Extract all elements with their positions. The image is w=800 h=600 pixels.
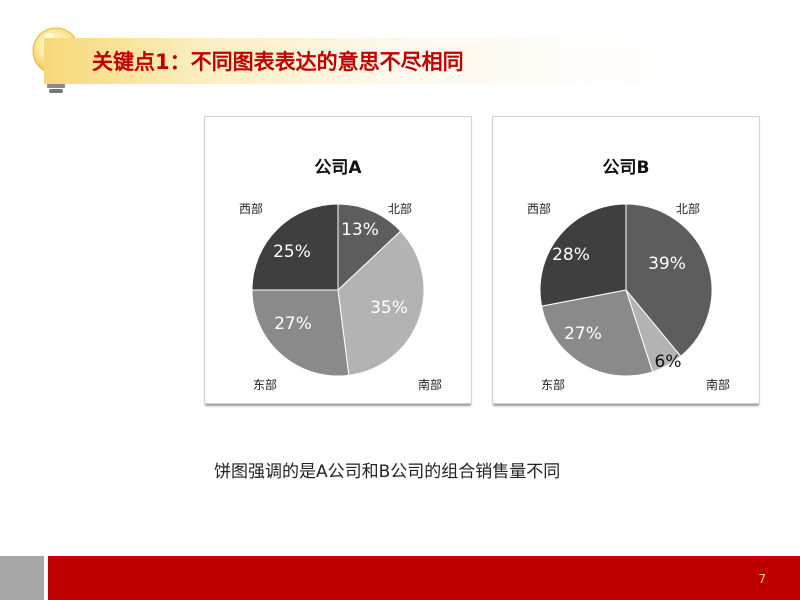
data-label: 6% — [655, 352, 682, 372]
chart-company-a: 公司A 13% 35% 27% 25% 北部南部 东部 西部 — [204, 116, 472, 404]
footer-gray-block — [0, 556, 44, 600]
title-highlight-band — [44, 38, 664, 84]
category-label: 南部 — [418, 377, 442, 392]
data-label: 39% — [648, 254, 686, 274]
category-label: 北部 — [388, 201, 412, 216]
data-label: 25% — [273, 242, 311, 262]
data-label: 35% — [370, 298, 408, 318]
pie-slice — [251, 203, 339, 291]
footer-red-bar — [48, 556, 800, 600]
chart-company-b: 公司B 39% 6% 27% 28% 北部南部 东部 西部 — [492, 116, 760, 404]
chart-title: 公司B — [603, 158, 650, 178]
pie-slice — [251, 289, 350, 377]
slide-caption: 饼图强调的是A公司和B公司的组合销售量不同 — [214, 462, 561, 482]
pie-slice — [625, 203, 713, 357]
category-label: 北部 — [676, 201, 700, 216]
pie-slice — [337, 230, 425, 376]
data-label: 27% — [274, 314, 312, 334]
chart-title: 公司A — [314, 158, 362, 178]
pie-slice — [337, 203, 402, 292]
category-label: 东部 — [253, 377, 277, 392]
pie-slice — [539, 203, 627, 307]
category-label: 西部 — [527, 201, 551, 216]
data-label: 13% — [341, 220, 379, 240]
pie-slice — [540, 289, 654, 377]
page-number: 7 — [758, 572, 766, 586]
category-label: 南部 — [706, 377, 730, 392]
slide-title: 关键点1：不同图表表达的意思不尽相同 — [92, 50, 464, 74]
category-label: 东部 — [541, 377, 565, 392]
data-label: 28% — [552, 245, 590, 265]
category-label: 西部 — [239, 201, 263, 216]
data-label: 27% — [564, 324, 602, 344]
